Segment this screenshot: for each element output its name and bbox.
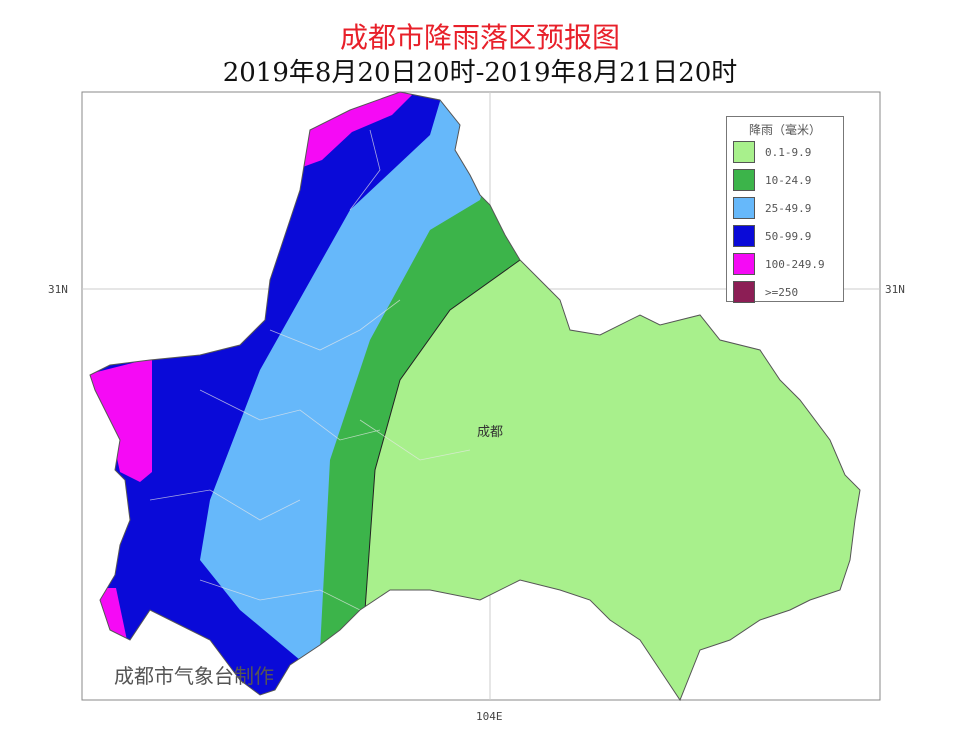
district-boundaries: [149, 129, 471, 611]
city-label: 成都: [477, 425, 503, 440]
legend-label: 50-99.9: [765, 229, 812, 243]
legend-item: 25-49.9: [727, 194, 843, 222]
credit-text: 成都市气象台制作: [114, 664, 274, 688]
map-subtitle: 2019年8月20日20时-2019年8月21日20时: [222, 58, 738, 88]
legend-swatch: [733, 141, 755, 163]
zone-100-249.9-west: [90, 358, 152, 482]
zone-100-249.9-north: [300, 92, 412, 168]
map-title: 成都市降雨落区预报图: [339, 21, 620, 54]
legend-item: 50-99.9: [727, 222, 843, 250]
legend-title: 降雨（毫米）: [748, 123, 821, 137]
legend-label: 100-249.9: [765, 257, 825, 271]
legend-label: 0.1-9.9: [765, 145, 812, 159]
legend-item: >=250: [727, 278, 843, 306]
legend-swatch: [733, 281, 755, 303]
lon-label: 104E: [476, 710, 503, 723]
zone-100-249.9-southwest: [95, 588, 128, 645]
legend-label: >=250: [765, 285, 799, 299]
lat-label-right: 31N: [885, 283, 905, 296]
lat-label-left: 31N: [48, 283, 68, 296]
legend-swatch: [733, 253, 755, 275]
legend-label: 10-24.9: [765, 173, 812, 187]
legend-item: 10-24.9: [727, 166, 843, 194]
legend-swatch: [733, 169, 755, 191]
legend-label: 25-49.9: [765, 201, 812, 215]
legend-item: 100-249.9: [727, 250, 843, 278]
legend: 降雨（毫米） 0.1-9.9 10-24.9 25-49.9 50-99.9 100-2…: [726, 116, 844, 303]
legend-swatch: [733, 197, 755, 219]
legend-swatch: [733, 225, 755, 247]
legend-item: 0.1-9.9: [727, 138, 843, 166]
